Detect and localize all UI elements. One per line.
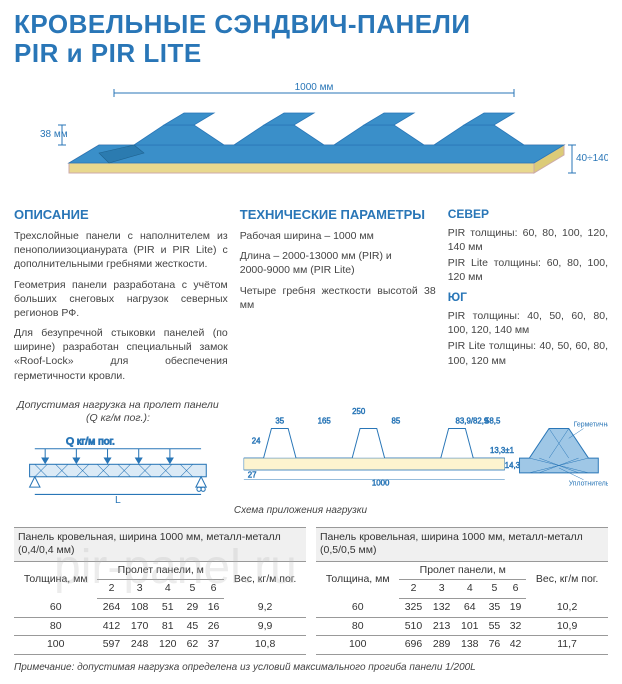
tech-heading: ТЕХНИЧЕСКИЕ ПАРАМЕТРЫ bbox=[240, 207, 436, 224]
svg-text:14,3: 14,3 bbox=[505, 461, 521, 470]
svg-text:58,5: 58,5 bbox=[485, 416, 501, 425]
load-title: Допустимая нагрузка на пролет панели (Q … bbox=[14, 399, 222, 426]
north-heading: СЕВЕР bbox=[448, 207, 608, 223]
l-label: L bbox=[115, 495, 121, 503]
svg-text:85: 85 bbox=[391, 416, 400, 425]
north-l2: PIR Lite толщины: 60, 80, 100, 120 мм bbox=[448, 256, 608, 284]
load-scheme: Допустимая нагрузка на пролет панели (Q … bbox=[14, 399, 222, 507]
north-l1: PIR толщины: 60, 80, 100, 120, 140 мм bbox=[448, 226, 608, 254]
svg-text:24: 24 bbox=[252, 436, 261, 445]
tables-row: pir-panel.ru Панель кровельная, ширина 1… bbox=[14, 527, 608, 655]
desc-p3: Для безупречной стыковки панелей (по шир… bbox=[14, 326, 228, 383]
svg-text:Уплотнительная лента: Уплотнительная лента bbox=[569, 480, 608, 487]
table-row: 80510213101553210,9 bbox=[316, 617, 608, 636]
svg-text:165: 165 bbox=[318, 416, 332, 425]
table-row: 602641085129169,2 bbox=[14, 599, 306, 618]
svg-text:35: 35 bbox=[275, 416, 284, 425]
tech-l1: Рабочая ширина – 1000 мм bbox=[240, 229, 436, 243]
section-drawing: 24 27 165 85 250 35 83,9/82,9 58,5 13,3±… bbox=[234, 399, 608, 517]
desc-heading: ОПИСАНИЕ bbox=[14, 207, 228, 224]
table1-grid: Толщина, мм Пролет панели, м Вес, кг/м п… bbox=[14, 562, 306, 655]
table2-caption: Панель кровельная, ширина 1000 мм, метал… bbox=[316, 527, 608, 562]
south-l2: PIR Lite толщины: 40, 50, 60, 80, 100, 1… bbox=[448, 339, 608, 367]
panel-diagram: 1000 мм bbox=[14, 81, 608, 191]
table-row: 804121708145269,9 bbox=[14, 617, 306, 636]
table-row: 100597248120623710,8 bbox=[14, 636, 306, 655]
description-column: ОПИСАНИЕ Трехслойные панели с наполнител… bbox=[14, 207, 228, 389]
footnote: Примечание: допустимая нагрузка определе… bbox=[14, 661, 608, 674]
svg-text:83,9/82,9: 83,9/82,9 bbox=[455, 416, 488, 425]
south-l1: PIR толщины: 40, 50, 60, 80, 100, 120, 1… bbox=[448, 309, 608, 337]
svg-text:27: 27 bbox=[248, 471, 257, 480]
south-heading: ЮГ bbox=[448, 290, 608, 306]
dim-right: 40÷140 мм bbox=[576, 153, 608, 164]
tech-l3: 2000-9000 мм (PIR Lite) bbox=[240, 263, 436, 277]
tech-l4: Четыре гребня жесткости высотой 38 мм bbox=[240, 284, 436, 312]
table2: Панель кровельная, ширина 1000 мм, метал… bbox=[316, 527, 608, 655]
tech-l2: Длина – 2000-13000 мм (PIR) и bbox=[240, 249, 436, 263]
tech-column: ТЕХНИЧЕСКИЕ ПАРАМЕТРЫ Рабочая ширина – 1… bbox=[240, 207, 436, 389]
desc-p1: Трехслойные панели с наполнителем из пен… bbox=[14, 229, 228, 272]
dim-left: 38 мм bbox=[40, 129, 68, 140]
title-line2: PIR и PIR LITE bbox=[14, 39, 608, 68]
svg-text:1000: 1000 bbox=[372, 478, 390, 487]
region-column: СЕВЕР PIR толщины: 60, 80, 100, 120, 140… bbox=[448, 207, 608, 389]
desc-p2: Геометрия панели разработана с учётом бо… bbox=[14, 278, 228, 321]
load-row: Допустимая нагрузка на пролет панели (Q … bbox=[14, 399, 608, 517]
table1-caption: Панель кровельная, ширина 1000 мм, метал… bbox=[14, 527, 306, 562]
svg-text:250: 250 bbox=[352, 407, 366, 416]
title-line1: КРОВЕЛЬНЫЕ СЭНДВИЧ-ПАНЕЛИ bbox=[14, 10, 608, 39]
table2-grid: Толщина, мм Пролет панели, м Вес, кг/м п… bbox=[316, 562, 608, 655]
page-title: КРОВЕЛЬНЫЕ СЭНДВИЧ-ПАНЕЛИ PIR и PIR LITE bbox=[14, 10, 608, 67]
svg-text:Герметичная лента: Герметичная лента bbox=[574, 421, 608, 428]
dim-top: 1000 мм bbox=[295, 82, 334, 93]
scheme-caption: Схема приложения нагрузки bbox=[234, 504, 608, 517]
q-label: Q кг/м пог. bbox=[66, 437, 115, 448]
info-columns: ОПИСАНИЕ Трехслойные панели с наполнител… bbox=[14, 207, 608, 389]
table-row: 6032513264351910,2 bbox=[316, 599, 608, 618]
svg-text:13,3±1: 13,3±1 bbox=[490, 446, 514, 455]
table1: Панель кровельная, ширина 1000 мм, метал… bbox=[14, 527, 306, 655]
table-row: 100696289138764211,7 bbox=[316, 636, 608, 655]
